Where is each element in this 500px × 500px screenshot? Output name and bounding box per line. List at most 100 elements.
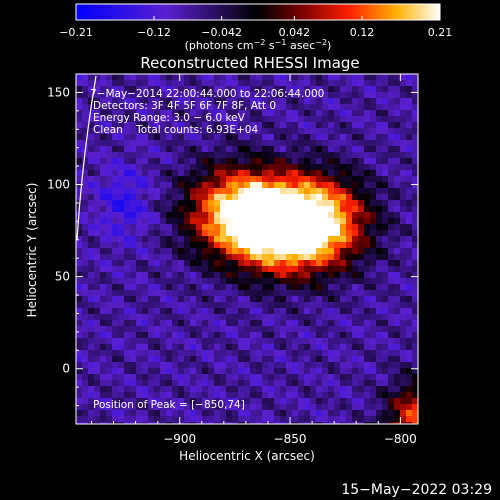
heatmap-cell xyxy=(76,236,82,242)
heatmap-cell xyxy=(88,308,94,314)
heatmap-cell xyxy=(328,104,334,110)
heatmap-cell xyxy=(244,416,250,422)
heatmap-cell xyxy=(76,266,82,272)
heatmap-cell xyxy=(238,194,244,200)
heatmap-cell xyxy=(280,146,286,152)
heatmap-cell xyxy=(340,146,346,152)
heatmap-cell xyxy=(346,278,352,284)
heatmap-cell xyxy=(280,338,286,344)
heatmap-cell xyxy=(334,170,340,176)
heatmap-cell xyxy=(304,362,310,368)
heatmap-cell xyxy=(76,392,82,398)
heatmap-cell xyxy=(160,260,166,266)
heatmap-cell xyxy=(142,308,148,314)
heatmap-cell xyxy=(244,92,250,98)
heatmap-cell xyxy=(406,296,412,302)
x-tick-label: −900 xyxy=(163,432,196,446)
heatmap-cell xyxy=(208,158,214,164)
heatmap-cell xyxy=(238,164,244,170)
heatmap-cell xyxy=(388,176,394,182)
heatmap-cell xyxy=(214,146,220,152)
heatmap-cell xyxy=(160,122,166,128)
heatmap-cell xyxy=(322,308,328,314)
heatmap-cell xyxy=(100,272,106,278)
heatmap-cell xyxy=(190,362,196,368)
heatmap-cell xyxy=(304,206,310,212)
heatmap-cell xyxy=(238,212,244,218)
heatmap-cell xyxy=(166,404,172,410)
heatmap-cell xyxy=(238,362,244,368)
heatmap-cell xyxy=(268,158,274,164)
heatmap-cell xyxy=(256,326,262,332)
heatmap-cell xyxy=(298,188,304,194)
heatmap-cell xyxy=(118,362,124,368)
heatmap-cell xyxy=(232,272,238,278)
heatmap-cell xyxy=(100,170,106,176)
heatmap-cell xyxy=(406,386,412,392)
heatmap-cell xyxy=(244,116,250,122)
heatmap-cell xyxy=(334,236,340,242)
heatmap-cell xyxy=(214,158,220,164)
heatmap-cell xyxy=(310,122,316,128)
heatmap-cell xyxy=(130,314,136,320)
heatmap-cell xyxy=(232,404,238,410)
heatmap-cell xyxy=(148,110,154,116)
heatmap-cell xyxy=(346,176,352,182)
heatmap-cell xyxy=(82,398,88,404)
heatmap-cell xyxy=(280,302,286,308)
heatmap-cell xyxy=(178,290,184,296)
heatmap-cell xyxy=(112,392,118,398)
heatmap-cell xyxy=(154,290,160,296)
heatmap-cell xyxy=(298,206,304,212)
heatmap-cell xyxy=(82,320,88,326)
heatmap-cell xyxy=(250,314,256,320)
heatmap-cell xyxy=(250,104,256,110)
heatmap-cell xyxy=(142,242,148,248)
heatmap-cell xyxy=(208,110,214,116)
heatmap-cell xyxy=(274,188,280,194)
heatmap-cell xyxy=(268,320,274,326)
heatmap-cell xyxy=(238,92,244,98)
heatmap-cell xyxy=(94,170,100,176)
chart-title: Reconstructed RHESSI Image xyxy=(140,54,359,72)
heatmap-cell xyxy=(76,176,82,182)
heatmap-cell xyxy=(220,194,226,200)
heatmap-cell xyxy=(364,170,370,176)
heatmap-cell xyxy=(94,404,100,410)
heatmap-cell xyxy=(226,290,232,296)
heatmap-cell xyxy=(406,374,412,380)
heatmap-cell xyxy=(160,98,166,104)
heatmap-cell xyxy=(148,206,154,212)
heatmap-cell xyxy=(286,86,292,92)
heatmap-cell xyxy=(100,326,106,332)
heatmap-cell xyxy=(328,284,334,290)
heatmap-cell xyxy=(268,296,274,302)
heatmap-cell xyxy=(130,380,136,386)
heatmap-cell xyxy=(310,290,316,296)
heatmap-cell xyxy=(184,422,190,424)
heatmap-cell xyxy=(142,296,148,302)
heatmap-cell xyxy=(232,332,238,338)
heatmap-cell xyxy=(322,86,328,92)
heatmap-cell xyxy=(238,380,244,386)
heatmap-cell xyxy=(388,236,394,242)
heatmap-cell xyxy=(298,200,304,206)
heatmap-cell xyxy=(88,116,94,122)
heatmap-cell xyxy=(412,116,418,122)
heatmap-cell xyxy=(172,206,178,212)
heatmap-cell xyxy=(106,350,112,356)
heatmap-cell xyxy=(382,128,388,134)
heatmap-cell xyxy=(136,338,142,344)
heatmap-cell xyxy=(274,212,280,218)
heatmap-cell xyxy=(160,170,166,176)
heatmap-cell xyxy=(244,200,250,206)
heatmap-cell xyxy=(250,86,256,92)
heatmap-cell xyxy=(190,296,196,302)
heatmap-cell xyxy=(154,362,160,368)
heatmap-cell xyxy=(394,326,400,332)
heatmap-cell xyxy=(256,212,262,218)
heatmap-cell xyxy=(142,80,148,86)
heatmap-cell xyxy=(172,272,178,278)
heatmap-cell xyxy=(310,416,316,422)
heatmap-cell xyxy=(202,116,208,122)
